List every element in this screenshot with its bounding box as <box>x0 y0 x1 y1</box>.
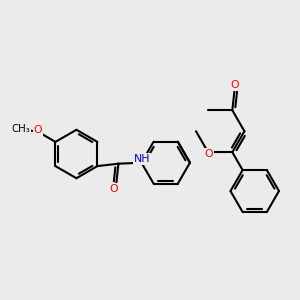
Text: O: O <box>34 125 42 135</box>
Text: CH₃: CH₃ <box>12 124 30 134</box>
Text: O: O <box>205 149 213 159</box>
Text: O: O <box>109 184 118 194</box>
Text: NH: NH <box>134 154 150 164</box>
Text: O: O <box>230 80 239 90</box>
